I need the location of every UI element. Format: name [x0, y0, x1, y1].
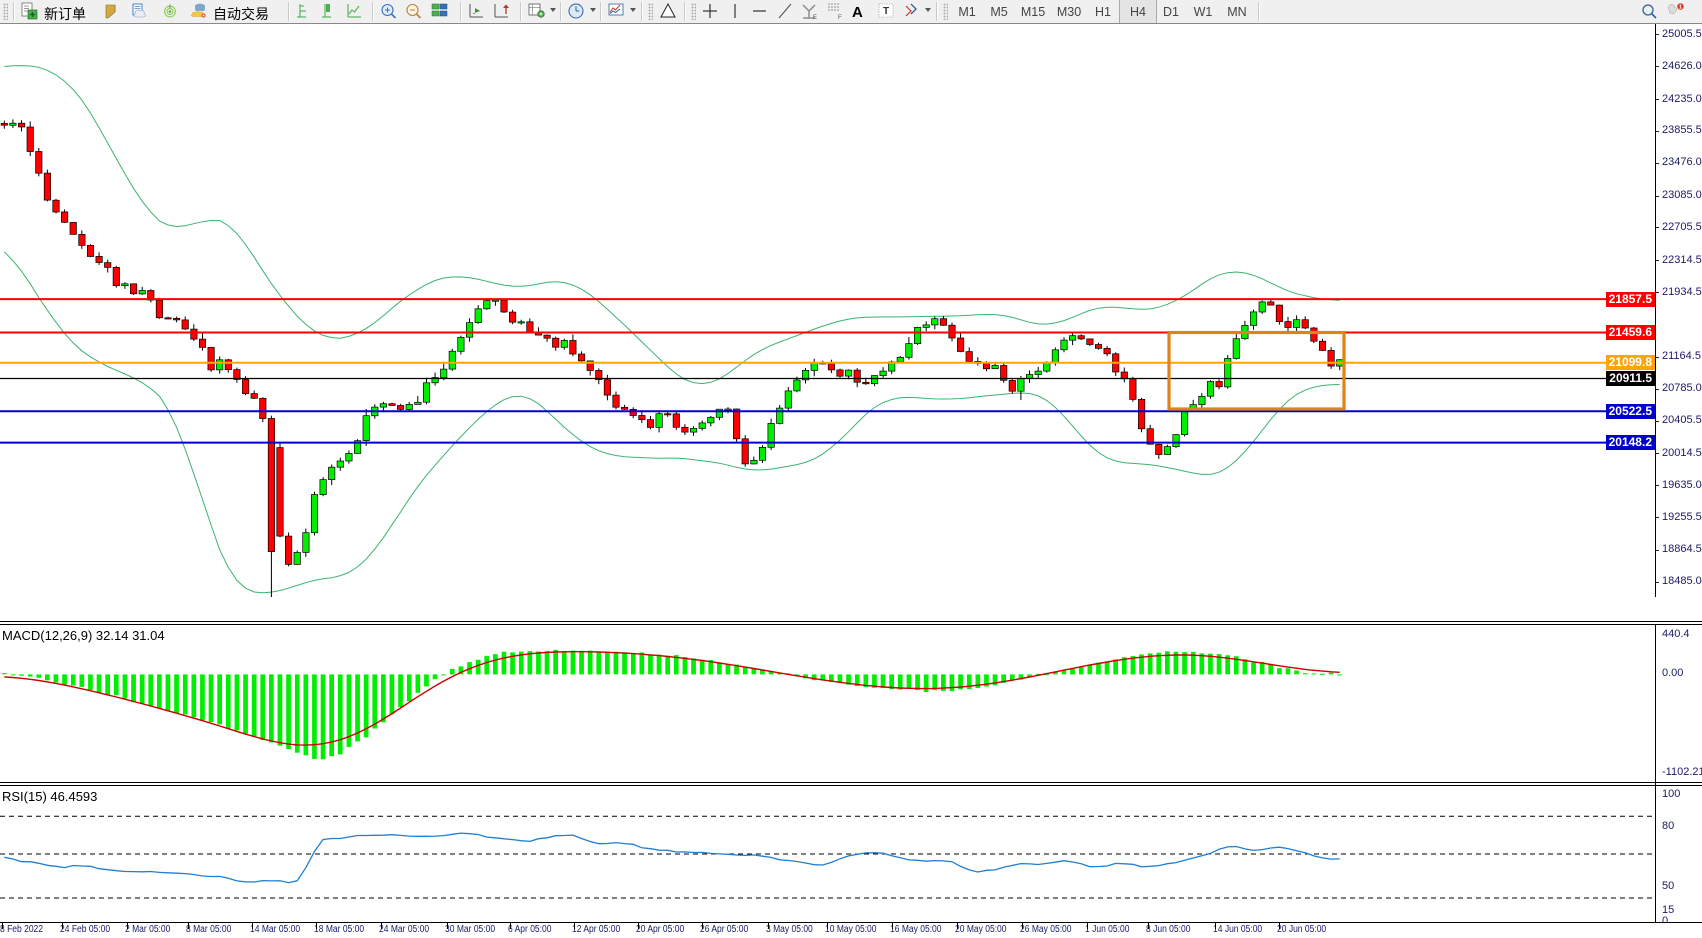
svg-text:T: T [883, 6, 889, 17]
svg-text:E: E [813, 15, 817, 21]
svg-text:F: F [838, 15, 842, 21]
svg-text:1: 1 [1679, 4, 1682, 10]
